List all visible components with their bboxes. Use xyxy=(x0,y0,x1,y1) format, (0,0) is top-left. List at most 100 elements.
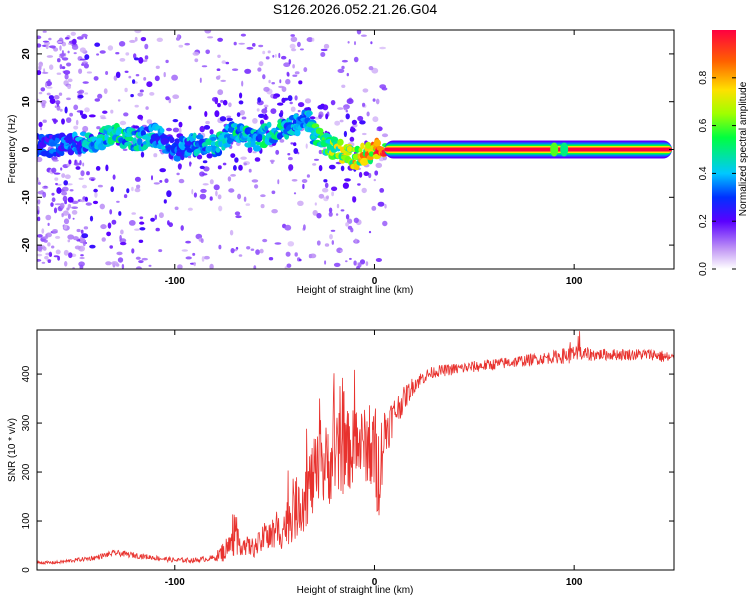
noise-blob xyxy=(337,68,345,73)
noise-blob xyxy=(217,194,222,200)
noise-blob xyxy=(290,34,296,37)
signal-blob xyxy=(172,119,179,123)
noise-blob xyxy=(37,35,42,40)
signal-blob xyxy=(219,116,227,122)
noise-blob xyxy=(69,112,73,117)
noise-blob xyxy=(222,162,227,166)
noise-blob xyxy=(359,259,366,265)
noise-blob xyxy=(82,241,86,247)
noise-blob xyxy=(76,228,81,233)
noise-blob xyxy=(55,249,61,255)
ridge-blob xyxy=(215,147,221,153)
noise-blob xyxy=(71,200,79,204)
signal-blob xyxy=(150,217,156,222)
signal-blob xyxy=(351,119,357,125)
noise-blob xyxy=(42,119,47,123)
noise-blob xyxy=(314,158,319,161)
noise-blob xyxy=(356,266,360,269)
signal-blob xyxy=(258,113,265,118)
noise-blob xyxy=(178,44,184,48)
noise-blob xyxy=(271,190,276,195)
noise-blob xyxy=(288,59,292,65)
noise-blob xyxy=(241,116,247,120)
ridge-blob xyxy=(140,130,146,137)
colorbar-tick-label: 0.6 xyxy=(698,118,709,132)
noise-blob xyxy=(334,120,341,126)
noise-blob xyxy=(63,249,69,256)
noise-blob xyxy=(172,127,180,133)
noise-blob xyxy=(61,213,64,218)
noise-blob xyxy=(55,100,61,105)
noise-blob xyxy=(360,34,367,37)
snr-frame xyxy=(36,329,675,571)
noise-blob xyxy=(260,204,265,209)
noise-blob xyxy=(97,93,103,99)
noise-blob xyxy=(73,162,81,166)
noise-blob xyxy=(278,52,281,59)
noise-blob xyxy=(284,224,292,231)
noise-blob xyxy=(83,63,89,69)
signal-blob xyxy=(140,37,147,42)
y-tick-label: -20 xyxy=(21,237,32,252)
noise-blob xyxy=(76,36,84,40)
noise-blob xyxy=(200,238,204,244)
noise-blob xyxy=(97,184,103,188)
signal-blob xyxy=(359,120,366,125)
noise-blob xyxy=(286,263,292,268)
noise-blob xyxy=(82,184,87,189)
noise-blob xyxy=(53,207,58,214)
noise-blob xyxy=(51,167,57,173)
noise-blob xyxy=(336,203,340,209)
noise-blob xyxy=(341,84,346,89)
ridge-blob xyxy=(252,145,262,152)
noise-blob xyxy=(230,174,237,177)
noise-blob xyxy=(241,80,244,87)
noise-blob xyxy=(86,171,90,176)
signal-blob xyxy=(272,95,278,99)
ridge-blob xyxy=(257,133,263,140)
noise-blob xyxy=(294,95,298,101)
noise-blob xyxy=(46,55,54,58)
ridge-blob xyxy=(137,138,143,146)
signal-blob xyxy=(222,99,228,106)
noise-blob xyxy=(78,261,85,267)
noise-blob xyxy=(134,104,139,108)
noise-blob xyxy=(297,200,304,206)
signal-blob xyxy=(159,168,166,173)
noise-blob xyxy=(53,172,61,175)
noise-blob xyxy=(225,61,230,65)
noise-blob xyxy=(262,238,268,243)
noise-blob xyxy=(62,195,68,202)
noise-blob xyxy=(45,82,48,88)
noise-blob xyxy=(239,110,245,116)
noise-blob xyxy=(245,203,251,206)
noise-blob xyxy=(136,184,141,189)
noise-blob xyxy=(235,215,242,219)
noise-blob xyxy=(281,55,287,60)
noise-blob xyxy=(156,37,163,42)
noise-blob xyxy=(205,120,210,125)
noise-blob xyxy=(376,128,379,131)
snr-line xyxy=(37,331,674,565)
noise-blob xyxy=(149,92,155,96)
noise-blob xyxy=(116,200,120,203)
noise-blob xyxy=(51,45,56,49)
noise-blob xyxy=(59,45,62,51)
noise-blob xyxy=(356,30,362,35)
signal-blob xyxy=(188,105,192,110)
signal-blob xyxy=(358,171,363,178)
noise-blob xyxy=(275,149,280,155)
noise-blob xyxy=(79,264,84,269)
noise-blob xyxy=(373,178,376,182)
noise-blob xyxy=(81,33,88,38)
noise-blob xyxy=(312,163,317,166)
y-tick-label: 100 xyxy=(21,512,32,529)
ridge-blob xyxy=(360,142,365,149)
noise-blob xyxy=(75,119,79,126)
noise-blob xyxy=(42,191,47,198)
noise-blob xyxy=(117,257,124,263)
stable-band xyxy=(384,147,672,152)
noise-blob xyxy=(347,41,350,44)
noise-blob xyxy=(291,179,298,182)
signal-blob xyxy=(342,182,349,189)
